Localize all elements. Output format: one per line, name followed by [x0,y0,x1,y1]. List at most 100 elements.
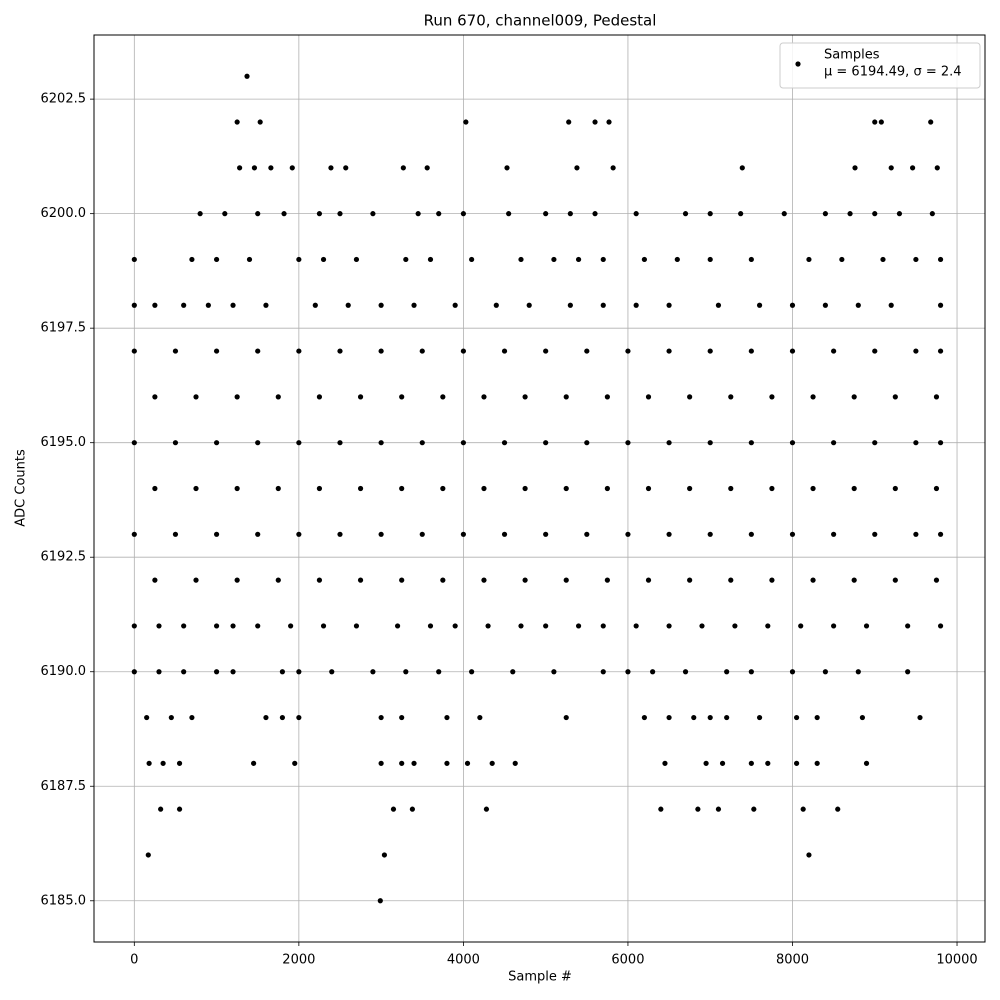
data-point [699,623,705,629]
data-point [666,531,672,537]
data-point [600,256,606,263]
data-point [793,760,800,766]
data-point [934,165,940,171]
data-point [281,211,287,217]
data-point [436,211,442,217]
data-point [822,302,828,308]
data-point [275,394,281,400]
data-point [600,623,606,629]
data-point [543,211,549,217]
y-tick-label: 6202.5 [41,92,87,107]
data-point [510,669,516,675]
data-point [296,531,302,537]
data-point [275,485,281,492]
data-point [575,256,582,263]
data-point [378,348,384,354]
data-point [246,256,253,263]
data-point [748,669,754,675]
data-point [682,669,689,675]
data-point [411,760,417,766]
data-point [892,485,898,492]
data-point [296,256,302,263]
data-point [604,577,610,583]
data-point [399,485,405,492]
data-point [343,165,349,171]
data-point [567,211,573,217]
data-point [724,714,730,721]
data-point [814,714,820,721]
data-point [892,577,898,583]
data-point [460,440,466,446]
data-point [189,256,195,263]
data-point [748,348,754,354]
data-point [489,760,495,766]
data-point [427,256,434,263]
data-point [872,531,878,537]
data-point [739,165,745,171]
data-point [296,348,302,354]
data-point [937,348,944,354]
data-point [440,485,446,492]
data-point [440,577,446,583]
data-point [460,211,466,217]
data-point [674,256,680,263]
data-point [483,806,490,812]
data-point [255,531,261,537]
data-point [687,485,693,492]
data-point [320,256,327,263]
legend-label: Samples [824,48,880,63]
data-point [403,256,409,263]
data-point [168,714,174,721]
data-point [937,440,944,446]
data-point [650,669,656,675]
data-point [316,485,323,492]
data-point [337,440,343,446]
data-point [279,669,286,675]
data-point [357,394,364,400]
data-point [604,394,610,400]
y-tick-label: 6200.0 [41,206,87,221]
data-point [444,714,450,721]
data-point [477,714,483,721]
data-point [888,302,894,308]
data-point [460,348,466,354]
data-point [316,577,323,583]
x-tick-label: 2000 [282,953,315,968]
data-point [181,623,187,629]
data-point [222,211,228,217]
data-point [481,485,487,492]
data-point [814,760,820,766]
data-point [666,623,672,629]
data-point [933,485,940,492]
data-point [800,806,806,812]
data-point [687,577,693,583]
data-point [728,394,734,400]
data-point [937,623,944,629]
data-point [933,577,940,583]
data-point [913,348,919,354]
data-point [522,485,528,492]
data-point [682,211,689,217]
y-tick-label: 6192.5 [41,550,87,565]
data-point [606,119,612,125]
data-point [913,256,919,263]
data-point [913,440,919,446]
data-point [831,348,837,354]
data-point [719,760,726,766]
data-point [337,348,343,354]
data-point [625,531,631,537]
data-point [255,211,261,217]
data-point [748,531,754,537]
data-point [288,623,294,629]
data-point [230,623,236,629]
data-point [145,852,151,858]
data-point [131,256,137,263]
data-point [695,806,701,812]
data-point [666,714,672,721]
data-point [390,806,397,812]
data-point [872,348,878,354]
data-point [234,577,240,583]
data-point [255,348,261,354]
data-point [312,302,318,308]
data-point [872,211,878,217]
